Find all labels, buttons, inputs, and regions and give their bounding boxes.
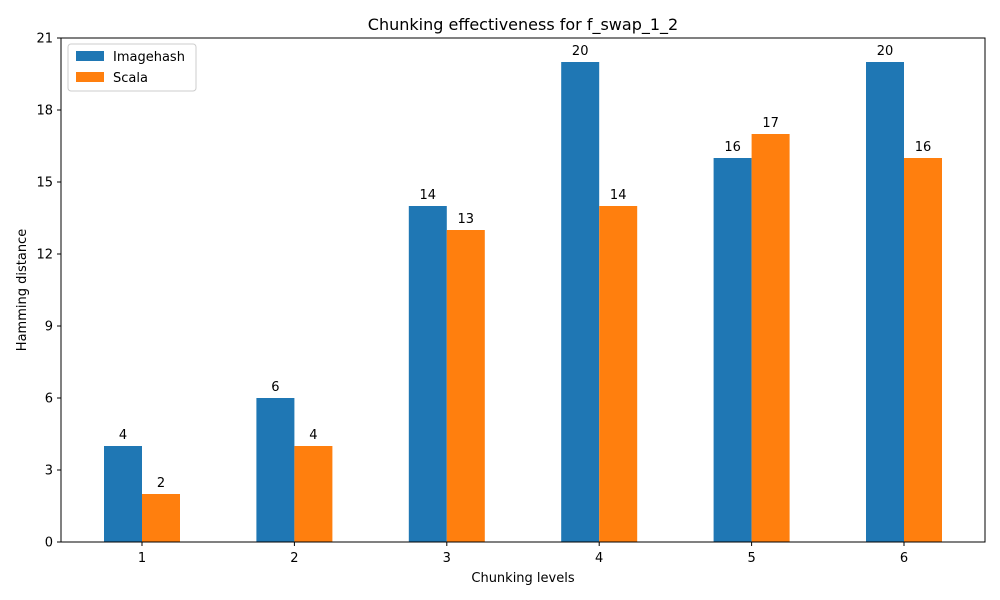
y-tick-label: 9 [45, 320, 53, 335]
bar-value-label: 20 [572, 44, 589, 59]
bar-scala-6 [904, 158, 942, 542]
x-tick-label: 5 [747, 551, 755, 566]
legend-swatch-imagehash [76, 51, 104, 61]
bar-scala-4 [599, 206, 638, 542]
bar-imagehash-2 [256, 398, 295, 542]
bar-value-label: 13 [458, 212, 475, 227]
plot-frame [60, 37, 986, 543]
y-tick-label: 15 [36, 176, 53, 191]
legend-label-scala: Scala [113, 71, 148, 86]
bar-scala-5 [751, 134, 790, 542]
bar-value-label: 14 [610, 188, 627, 203]
bar-imagehash-3 [408, 206, 447, 542]
bar-value-label: 20 [877, 44, 894, 59]
y-tick-label: 21 [36, 32, 53, 47]
bar-scala-2 [294, 446, 333, 542]
bar-value-label: 2 [157, 476, 165, 491]
bar-scala-3 [446, 230, 485, 542]
y-tick-label: 0 [45, 536, 53, 551]
y-tick-label: 6 [45, 392, 53, 407]
bar-value-label: 16 [915, 140, 932, 155]
x-tick-label: 1 [138, 551, 146, 566]
y-tick-label: 12 [36, 248, 53, 263]
bar-imagehash-1 [104, 446, 142, 542]
x-tick-label: 4 [595, 551, 603, 566]
bar-imagehash-4 [561, 62, 600, 542]
x-tick-label: 3 [443, 551, 451, 566]
bar-imagehash-6 [866, 62, 904, 542]
legend-label-imagehash: Imagehash [113, 50, 185, 65]
bar-scala-1 [142, 494, 180, 542]
bar-value-label: 4 [119, 428, 127, 443]
x-tick-label: 2 [290, 551, 298, 566]
chart-title: Chunking effectiveness for f_swap_1_2 [368, 15, 678, 35]
legend: Imagehash Scala [67, 43, 197, 92]
y-axis-title: Hamming distance [15, 229, 30, 351]
x-tick-label: 6 [900, 551, 908, 566]
bar-value-label: 14 [420, 188, 437, 203]
bar-imagehash-5 [713, 158, 752, 542]
y-tick-label: 18 [36, 104, 53, 119]
x-axis-title: Chunking levels [471, 571, 574, 586]
x-axis: 1 2 3 4 5 6 [138, 542, 908, 566]
bar-value-label: 17 [762, 116, 779, 131]
legend-swatch-scala [76, 72, 104, 82]
bar-value-label: 4 [309, 428, 317, 443]
bar-value-label: 16 [724, 140, 741, 155]
y-axis: 0 3 6 9 12 15 18 21 [36, 32, 61, 551]
y-tick-label: 3 [45, 464, 53, 479]
bar-value-label: 6 [271, 380, 279, 395]
